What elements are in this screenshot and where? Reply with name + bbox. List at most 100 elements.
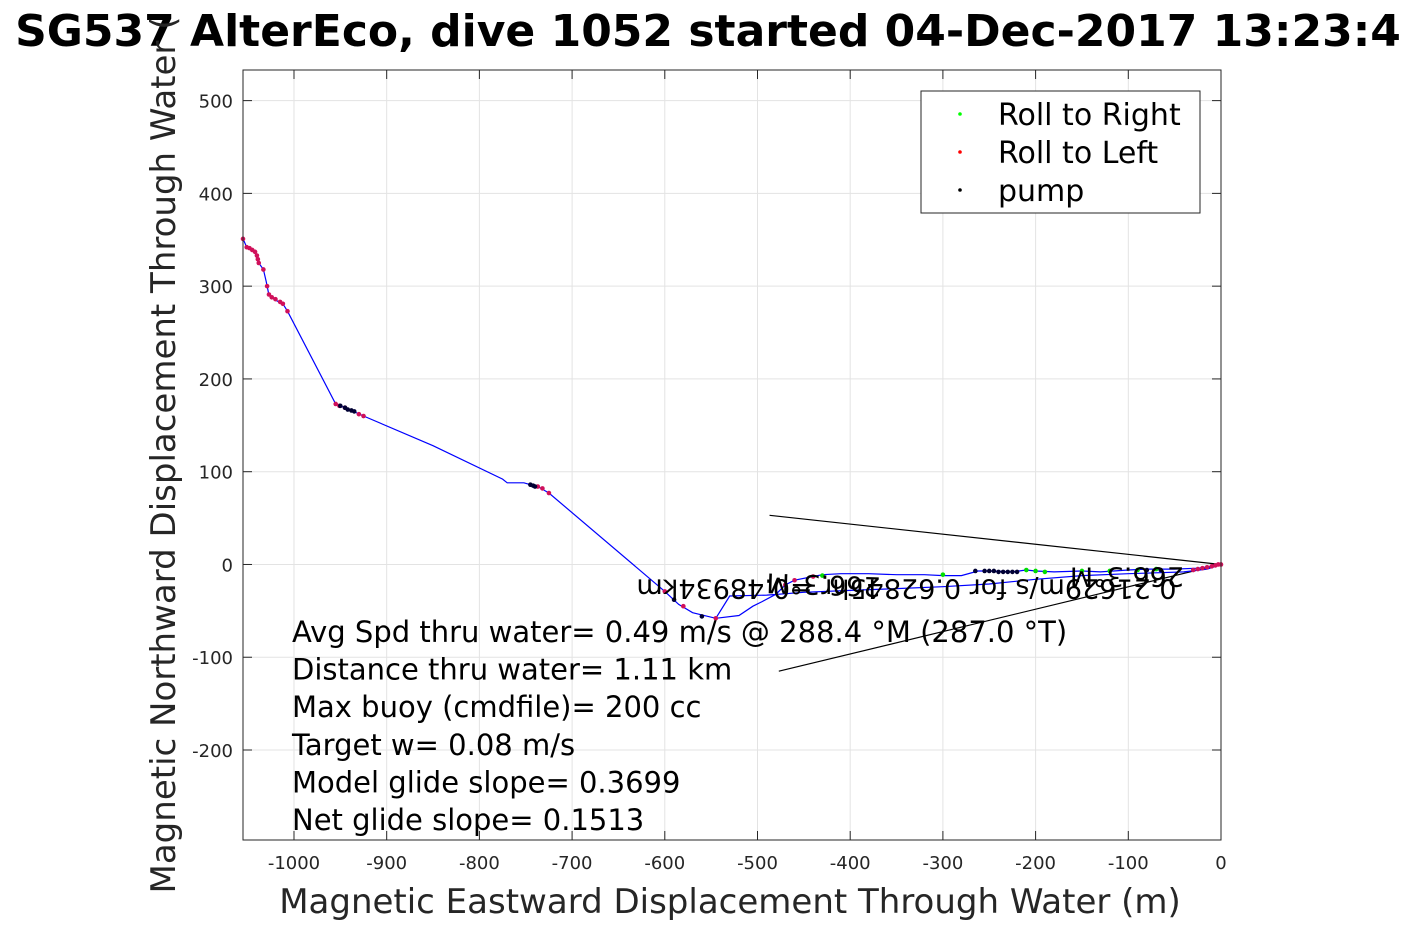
track-line-return bbox=[715, 563, 1222, 619]
reference-line bbox=[778, 563, 1222, 672]
stat-line: Max buoy (cmdfile)= 200 cc bbox=[292, 690, 701, 724]
legend-marker-roll-right bbox=[958, 112, 962, 116]
y-tick-label: 200 bbox=[199, 370, 233, 391]
y-tick-label: 500 bbox=[199, 92, 233, 113]
roll-right-point bbox=[1079, 568, 1085, 574]
plot-frame bbox=[242, 69, 1222, 841]
y-axis-label: Magnetic Northward Displacement Through … bbox=[144, 17, 184, 894]
roll-left-point bbox=[810, 574, 816, 579]
pump-point bbox=[345, 407, 351, 412]
stat-line: Net glide slope= 0.1513 bbox=[292, 803, 644, 837]
x-tick-label: 0 bbox=[1215, 853, 1226, 874]
roll-left-point bbox=[266, 292, 272, 297]
roll-left-point bbox=[681, 603, 686, 609]
y-tick-label: 400 bbox=[199, 184, 233, 205]
roll-left-point bbox=[662, 589, 668, 594]
roll-left-point bbox=[254, 253, 260, 258]
pump-point bbox=[986, 568, 992, 574]
x-tick-label: -300 bbox=[922, 853, 963, 874]
pump-point bbox=[532, 484, 538, 489]
roll-left-point bbox=[361, 413, 366, 419]
roll-left-point bbox=[252, 249, 258, 255]
roll-left-point bbox=[280, 301, 286, 307]
annotation-label: 266.3°M bbox=[766, 566, 881, 601]
marker-points bbox=[240, 236, 1224, 621]
roll-left-point bbox=[255, 256, 261, 262]
stat-line: Distance thru water= 1.11 km bbox=[292, 653, 732, 687]
legend-marker-pump bbox=[958, 188, 962, 192]
pump-point bbox=[1144, 567, 1150, 573]
x-tick-label: -100 bbox=[1108, 853, 1149, 874]
y-tick-label: 300 bbox=[199, 277, 233, 298]
y-tick-label: 100 bbox=[199, 463, 233, 484]
legend-label-roll-left: Roll to Left bbox=[998, 136, 1158, 171]
pump-point bbox=[1005, 569, 1011, 575]
x-tick-label: -500 bbox=[737, 853, 778, 874]
roll-right-point bbox=[1107, 568, 1113, 574]
pump-point bbox=[1014, 569, 1020, 575]
x-tick-label: -600 bbox=[644, 853, 685, 874]
annotation-label: 266.3°M bbox=[1070, 560, 1184, 591]
roll-right-point bbox=[1135, 567, 1140, 573]
y-tick-labels: -200 -100 0 100 200 300 400 500 bbox=[192, 92, 233, 762]
stat-line: Avg Spd thru water= 0.49 m/s @ 288.4 °M … bbox=[292, 615, 1067, 649]
roll-left-point bbox=[356, 411, 362, 417]
reference-lines bbox=[769, 514, 1222, 672]
roll-left-point bbox=[333, 401, 339, 407]
x-tick-label: -900 bbox=[366, 853, 407, 874]
chart-title: SG537 AlterEco, dive 1052 started 04-Dec… bbox=[15, 6, 1401, 57]
pump-point bbox=[338, 403, 343, 409]
roll-left-point bbox=[792, 577, 797, 583]
x-tick-label: -200 bbox=[1015, 853, 1056, 874]
roll-right-point bbox=[1024, 567, 1029, 573]
pump-point bbox=[1158, 567, 1164, 573]
legend-marker-roll-left bbox=[958, 150, 962, 154]
y-tick-label: 0 bbox=[222, 555, 233, 576]
pump-point bbox=[1010, 569, 1015, 575]
pump-point bbox=[1000, 569, 1006, 575]
roll-left-point bbox=[1190, 567, 1196, 573]
x-tick-label: -700 bbox=[552, 853, 593, 874]
pump-point bbox=[996, 569, 1001, 575]
roll-left-point bbox=[285, 308, 290, 314]
roll-right-point bbox=[1033, 568, 1038, 574]
roll-left-point bbox=[1195, 566, 1201, 572]
roll-left-point bbox=[546, 490, 552, 496]
roll-right-point bbox=[940, 572, 946, 577]
legend-box bbox=[920, 90, 1201, 214]
x-tick-label: -800 bbox=[459, 853, 500, 874]
legend-label-roll-right: Roll to Right bbox=[998, 98, 1181, 133]
pump-point bbox=[991, 568, 997, 574]
pump-point bbox=[973, 568, 978, 574]
annotation-label: 0.21629m/s for 0.62845hr =0.48934km bbox=[636, 572, 1176, 603]
roll-left-point bbox=[261, 267, 266, 272]
x-tick-label: -400 bbox=[830, 853, 871, 874]
roll-left-point bbox=[783, 582, 788, 588]
pump-point bbox=[982, 568, 987, 574]
stat-line: Model glide slope= 0.3699 bbox=[292, 765, 680, 799]
x-tick-labels: -1000 -900 -800 -700 -600 -500 -400 -300 -200 -10… bbox=[268, 853, 1227, 874]
roll-right-point bbox=[1153, 566, 1159, 572]
roll-left-point bbox=[1209, 564, 1215, 569]
legend: Roll to Right Roll to Left pump bbox=[920, 90, 1201, 214]
roll-left-point bbox=[264, 283, 270, 289]
pump-point bbox=[351, 409, 357, 414]
roll-left-point bbox=[1204, 564, 1210, 570]
y-tick-label: -100 bbox=[192, 648, 233, 669]
roll-left-point bbox=[540, 486, 545, 491]
roll-left-point bbox=[713, 615, 719, 621]
x-tick-label: -1000 bbox=[268, 853, 320, 874]
pump-point bbox=[699, 614, 705, 619]
roll-left-point bbox=[1200, 565, 1205, 571]
roll-left-point bbox=[256, 260, 262, 266]
roll-right-point bbox=[820, 573, 825, 578]
y-tick-label: -200 bbox=[192, 741, 233, 762]
tick-marks bbox=[243, 70, 1222, 840]
stats-block: Avg Spd thru water= 0.49 m/s @ 288.4 °M … bbox=[291, 615, 1067, 837]
roll-left-point bbox=[273, 296, 278, 302]
reference-line bbox=[769, 514, 1222, 566]
roll-left-point bbox=[269, 294, 275, 300]
pump-point bbox=[671, 597, 677, 603]
x-axis-label: Magnetic Eastward Displacement Through W… bbox=[279, 882, 1181, 922]
